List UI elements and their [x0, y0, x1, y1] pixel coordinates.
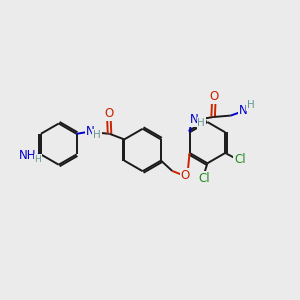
Text: N: N: [239, 104, 248, 117]
Text: O: O: [104, 107, 114, 120]
Text: H: H: [247, 100, 255, 110]
Text: N: N: [86, 125, 95, 138]
Text: H: H: [197, 118, 205, 128]
Text: O: O: [181, 169, 190, 182]
Text: NH: NH: [19, 149, 36, 162]
Text: Cl: Cl: [198, 172, 210, 185]
Text: O: O: [209, 91, 218, 103]
Text: H: H: [93, 130, 101, 140]
Text: N: N: [190, 113, 199, 126]
Text: Cl: Cl: [234, 153, 246, 166]
Text: H: H: [34, 155, 41, 164]
